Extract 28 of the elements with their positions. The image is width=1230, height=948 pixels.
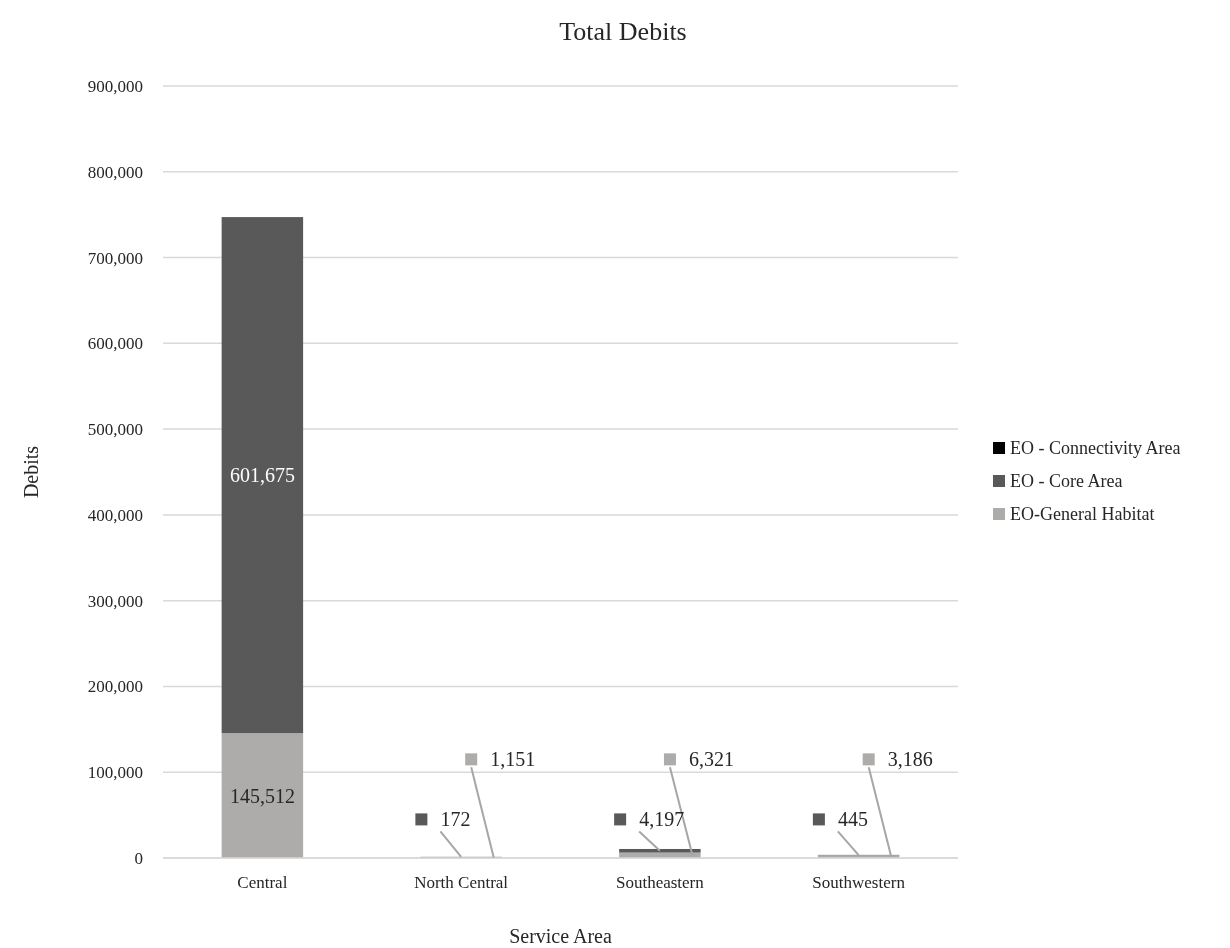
data-label: 145,512 — [229, 784, 295, 807]
data-label: 3,186 — [887, 748, 933, 771]
y-tick-label: 700,000 — [87, 248, 143, 268]
y-tick-label: 0 — [134, 848, 143, 868]
x-tick-label: Southeastern — [615, 873, 705, 892]
y-tick-label: 400,000 — [87, 505, 143, 525]
y-tick-label: 500,000 — [87, 420, 143, 440]
data-label: 172 — [440, 808, 471, 831]
y-axis-title: Debits — [20, 445, 42, 499]
y-tick-label: 900,000 — [87, 76, 143, 96]
legend-label: EO-General Habitat — [1010, 504, 1155, 525]
x-tick-label: Central — [237, 873, 288, 892]
y-tick-label: 300,000 — [87, 591, 143, 611]
data-label: 1,151 — [490, 748, 536, 771]
x-axis-title: Service Area — [509, 925, 612, 947]
y-tick-label: 800,000 — [87, 162, 143, 182]
data-label: 6,321 — [688, 748, 734, 771]
chart-title: Total Debits — [559, 17, 687, 46]
y-tick-label: 100,000 — [87, 763, 143, 783]
legend-label: EO - Core Area — [1010, 471, 1123, 492]
x-tick-label: North Central — [414, 873, 509, 892]
data-label: 445 — [837, 808, 868, 831]
y-tick-label: 200,000 — [87, 677, 143, 697]
data-label: 4,197 — [639, 808, 685, 831]
data-label: 601,675 — [229, 464, 295, 487]
x-tick-label: Southwestern — [812, 873, 906, 892]
y-tick-label: 600,000 — [87, 334, 143, 354]
legend-label: EO - Connectivity Area — [1010, 438, 1181, 459]
